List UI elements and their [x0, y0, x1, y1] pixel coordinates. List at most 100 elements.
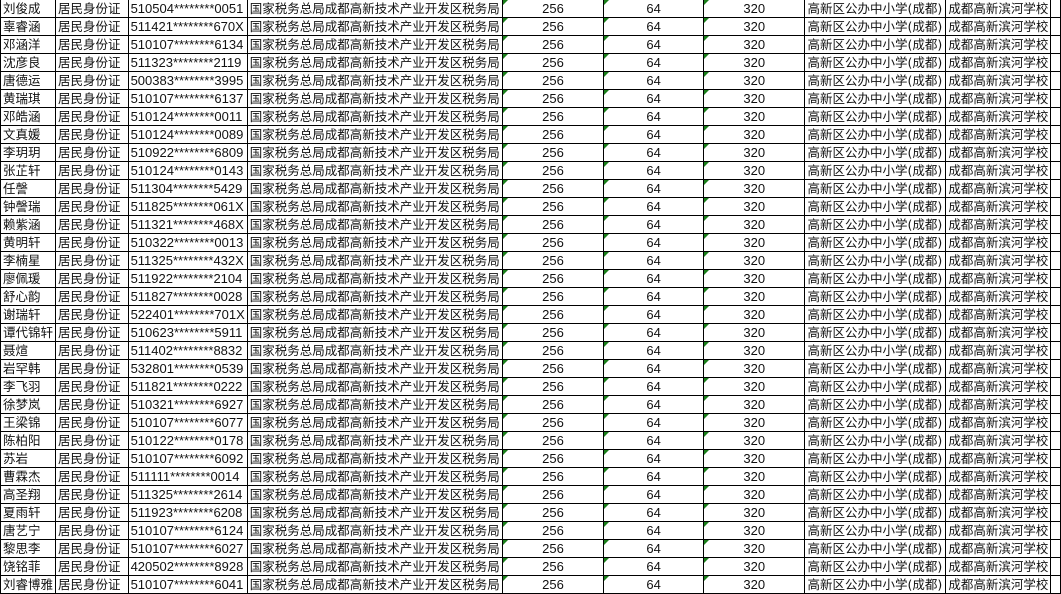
school-cell[interactable]: 成都高新滨河学校 [945, 197, 1052, 216]
id-type-cell[interactable]: 居民身份证 [55, 107, 129, 126]
school-cell[interactable]: 成都高新滨河学校 [945, 341, 1052, 360]
value-256-cell[interactable]: 256 [501, 269, 605, 288]
empty-cell[interactable] [1050, 521, 1061, 540]
id-type-cell[interactable]: 居民身份证 [55, 305, 129, 324]
empty-cell[interactable] [1050, 359, 1061, 378]
value-64-cell[interactable]: 64 [603, 179, 705, 198]
school-cell[interactable]: 成都高新滨河学校 [945, 179, 1052, 198]
tax-bureau-cell[interactable]: 国家税务总局成都高新技术产业开发区税务局 [246, 575, 503, 594]
id-number-cell[interactable]: 511923********6208 [127, 503, 248, 522]
school-cell[interactable]: 成都高新滨河学校 [945, 413, 1052, 432]
value-256-cell[interactable]: 256 [501, 485, 605, 504]
value-256-cell[interactable]: 256 [501, 161, 605, 180]
id-number-cell[interactable]: 511325********2614 [127, 485, 248, 504]
name-cell[interactable]: 谭代锦轩 [0, 323, 57, 342]
value-320-cell[interactable]: 320 [703, 413, 806, 432]
tax-bureau-cell[interactable]: 国家税务总局成都高新技术产业开发区税务局 [246, 557, 503, 576]
empty-cell[interactable] [1050, 575, 1061, 594]
id-type-cell[interactable]: 居民身份证 [55, 53, 129, 72]
id-number-cell[interactable]: 532801********0539 [127, 359, 248, 378]
district-cell[interactable]: 高新区公办中小学(成都) [804, 17, 947, 36]
tax-bureau-cell[interactable]: 国家税务总局成都高新技术产业开发区税务局 [246, 251, 503, 270]
id-type-cell[interactable]: 居民身份证 [55, 359, 129, 378]
value-64-cell[interactable]: 64 [603, 197, 705, 216]
school-cell[interactable]: 成都高新滨河学校 [945, 575, 1052, 594]
name-cell[interactable]: 夏雨轩 [0, 503, 57, 522]
name-cell[interactable]: 黎思李 [0, 539, 57, 558]
value-320-cell[interactable]: 320 [703, 305, 806, 324]
tax-bureau-cell[interactable]: 国家税务总局成都高新技术产业开发区税务局 [246, 521, 503, 540]
tax-bureau-cell[interactable]: 国家税务总局成都高新技术产业开发区税务局 [246, 359, 503, 378]
value-64-cell[interactable]: 64 [603, 17, 705, 36]
tax-bureau-cell[interactable]: 国家税务总局成都高新技术产业开发区税务局 [246, 197, 503, 216]
name-cell[interactable]: 刘睿博雅 [0, 575, 57, 594]
name-cell[interactable]: 沈彦良 [0, 53, 57, 72]
district-cell[interactable]: 高新区公办中小学(成都) [804, 485, 947, 504]
district-cell[interactable]: 高新区公办中小学(成都) [804, 557, 947, 576]
school-cell[interactable]: 成都高新滨河学校 [945, 107, 1052, 126]
name-cell[interactable]: 钟謦瑞 [0, 197, 57, 216]
tax-bureau-cell[interactable]: 国家税务总局成都高新技术产业开发区税务局 [246, 179, 503, 198]
value-256-cell[interactable]: 256 [501, 125, 605, 144]
empty-cell[interactable] [1050, 323, 1061, 342]
empty-cell[interactable] [1050, 395, 1061, 414]
id-type-cell[interactable]: 居民身份证 [55, 395, 129, 414]
empty-cell[interactable] [1050, 305, 1061, 324]
value-64-cell[interactable]: 64 [603, 431, 705, 450]
tax-bureau-cell[interactable]: 国家税务总局成都高新技术产业开发区税务局 [246, 395, 503, 414]
district-cell[interactable]: 高新区公办中小学(成都) [804, 71, 947, 90]
empty-cell[interactable] [1050, 449, 1061, 468]
name-cell[interactable]: 王梁锦 [0, 413, 57, 432]
value-320-cell[interactable]: 320 [703, 485, 806, 504]
name-cell[interactable]: 饶铭菲 [0, 557, 57, 576]
value-256-cell[interactable]: 256 [501, 89, 605, 108]
value-256-cell[interactable]: 256 [501, 575, 605, 594]
id-type-cell[interactable]: 居民身份证 [55, 503, 129, 522]
school-cell[interactable]: 成都高新滨河学校 [945, 89, 1052, 108]
district-cell[interactable]: 高新区公办中小学(成都) [804, 233, 947, 252]
id-number-cell[interactable]: 511402********8832 [127, 341, 248, 360]
district-cell[interactable]: 高新区公办中小学(成都) [804, 251, 947, 270]
tax-bureau-cell[interactable]: 国家税务总局成都高新技术产业开发区税务局 [246, 323, 503, 342]
value-64-cell[interactable]: 64 [603, 71, 705, 90]
value-64-cell[interactable]: 64 [603, 449, 705, 468]
value-64-cell[interactable]: 64 [603, 305, 705, 324]
empty-cell[interactable] [1050, 215, 1061, 234]
value-64-cell[interactable]: 64 [603, 395, 705, 414]
district-cell[interactable]: 高新区公办中小学(成都) [804, 35, 947, 54]
school-cell[interactable]: 成都高新滨河学校 [945, 17, 1052, 36]
id-type-cell[interactable]: 居民身份证 [55, 449, 129, 468]
school-cell[interactable]: 成都高新滨河学校 [945, 467, 1052, 486]
id-number-cell[interactable]: 511321********468X [127, 215, 248, 234]
district-cell[interactable]: 高新区公办中小学(成都) [804, 287, 947, 306]
id-number-cell[interactable]: 510107********6134 [127, 35, 248, 54]
empty-cell[interactable] [1050, 377, 1061, 396]
district-cell[interactable]: 高新区公办中小学(成都) [804, 0, 947, 18]
id-type-cell[interactable]: 居民身份证 [55, 269, 129, 288]
empty-cell[interactable] [1050, 557, 1061, 576]
value-320-cell[interactable]: 320 [703, 197, 806, 216]
district-cell[interactable]: 高新区公办中小学(成都) [804, 197, 947, 216]
value-64-cell[interactable]: 64 [603, 161, 705, 180]
tax-bureau-cell[interactable]: 国家税务总局成都高新技术产业开发区税务局 [246, 431, 503, 450]
tax-bureau-cell[interactable]: 国家税务总局成都高新技术产业开发区税务局 [246, 17, 503, 36]
value-256-cell[interactable]: 256 [501, 107, 605, 126]
name-cell[interactable]: 黄明轩 [0, 233, 57, 252]
tax-bureau-cell[interactable]: 国家税务总局成都高新技术产业开发区税务局 [246, 161, 503, 180]
id-type-cell[interactable]: 居民身份证 [55, 0, 129, 18]
district-cell[interactable]: 高新区公办中小学(成都) [804, 449, 947, 468]
id-type-cell[interactable]: 居民身份证 [55, 467, 129, 486]
id-type-cell[interactable]: 居民身份证 [55, 215, 129, 234]
value-256-cell[interactable]: 256 [501, 233, 605, 252]
empty-cell[interactable] [1050, 71, 1061, 90]
value-256-cell[interactable]: 256 [501, 215, 605, 234]
tax-bureau-cell[interactable]: 国家税务总局成都高新技术产业开发区税务局 [246, 0, 503, 18]
value-64-cell[interactable]: 64 [603, 341, 705, 360]
school-cell[interactable]: 成都高新滨河学校 [945, 0, 1052, 18]
tax-bureau-cell[interactable]: 国家税务总局成都高新技术产业开发区税务局 [246, 503, 503, 522]
empty-cell[interactable] [1050, 287, 1061, 306]
school-cell[interactable]: 成都高新滨河学校 [945, 215, 1052, 234]
value-64-cell[interactable]: 64 [603, 215, 705, 234]
district-cell[interactable]: 高新区公办中小学(成都) [804, 179, 947, 198]
value-320-cell[interactable]: 320 [703, 107, 806, 126]
